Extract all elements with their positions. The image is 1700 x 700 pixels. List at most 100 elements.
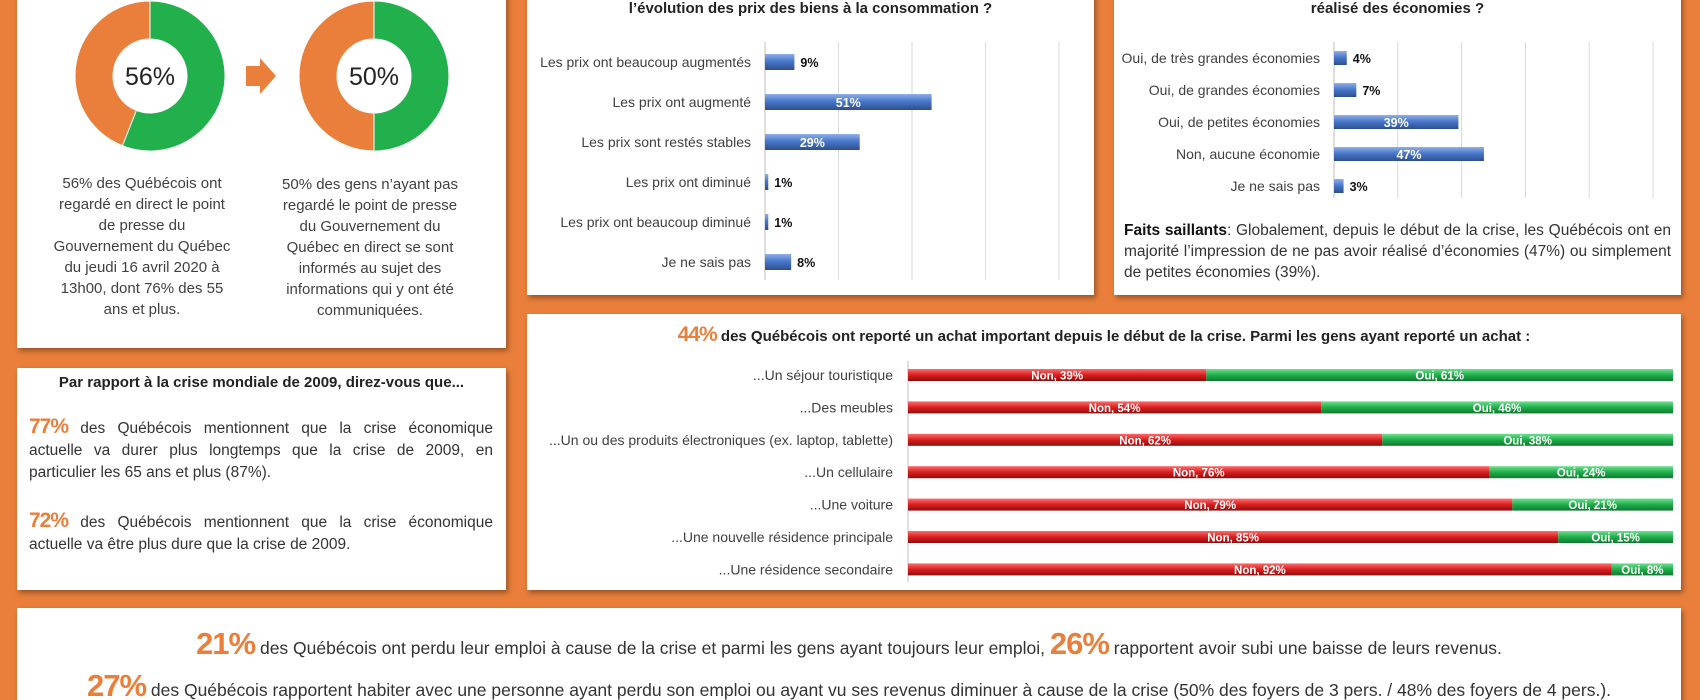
comparison-text-1: des Québécois mentionnent que la crise é… [29, 420, 493, 481]
footer-pct-1: 21% [196, 626, 256, 661]
purchase-data-label: Non, 39% [1031, 371, 1083, 383]
purchase-data-label: Non, 62% [1119, 435, 1171, 447]
footer-panel: 21% des Québécois ont perdu leur emploi … [17, 608, 1681, 700]
prices-data-label: 29% [800, 136, 825, 150]
footer-pct-3: 27% [86, 668, 147, 700]
prices-category-label: Je ne sais pas [662, 254, 752, 270]
purchase-panel: 44% des Québécois ont reporté un achat i… [527, 314, 1681, 590]
purchase-data-label: Non, 54% [1089, 403, 1141, 415]
purchase-bar-oui [1489, 466, 1673, 479]
footer-line-2: 27% des Québécois rapportent habiter ave… [17, 668, 1681, 700]
savings-category-label: Oui, de très grandes économies [1122, 50, 1320, 66]
footer-pct-2: 26% [1049, 626, 1110, 661]
purchase-data-label: Oui, 61% [1415, 371, 1464, 383]
prices-category-label: Les prix ont diminué [626, 174, 752, 190]
arrow-right-icon [246, 58, 276, 94]
comparison-pct-2: 72% [29, 509, 69, 532]
donut-2-green-slice [373, 0, 450, 152]
purchase-data-label: Oui, 24% [1557, 468, 1606, 480]
savings-chart-title: réalisé des économies ? [1310, 0, 1485, 17]
purchase-bar-non [908, 498, 1513, 511]
purchase-title: 44% des Québécois ont reporté un achat i… [527, 323, 1681, 347]
donut-caption-1: 56% des Québécois ont regardé en direct … [53, 175, 231, 318]
purchase-bar-oui [1206, 369, 1673, 381]
purchase-data-label: Oui, 15% [1591, 533, 1640, 545]
savings-category-label: Je ne sais pas [1231, 178, 1321, 194]
purchase-category-label: ...Des meubles [800, 399, 893, 415]
purchase-category-label: ...Un cellulaire [804, 464, 893, 480]
prices-bar [765, 94, 932, 110]
prices-bar [765, 134, 860, 150]
savings-data-label: 47% [1396, 148, 1421, 162]
purchase-category-label: ...Une nouvelle résidence principale [671, 529, 893, 545]
donut-charts: 56% 50% [74, 0, 450, 152]
comparison-item-2: 72% des Québécois mentionnent que la cri… [29, 510, 493, 556]
footer-line-1: 21% des Québécois ont perdu leur emploi … [17, 626, 1681, 662]
savings-bar [1334, 83, 1357, 97]
savings-data-label: 7% [1362, 84, 1380, 98]
savings-data-label: 4% [1353, 52, 1371, 66]
prices-chart-title: l’évolution des prix des biens à la cons… [628, 0, 993, 17]
purchase-bar-oui [1321, 401, 1673, 414]
savings-note: Faits saillants: Globalement, depuis le … [1124, 220, 1671, 283]
purchase-title-pct: 44% [677, 323, 718, 346]
purchase-bar-non [908, 433, 1383, 446]
purchase-stacked-chart: ...Un séjour touristique Non, 39% Oui, 61%… [549, 361, 1673, 582]
savings-category-label: Oui, de petites économies [1158, 114, 1320, 130]
savings-bar [1334, 51, 1347, 65]
comparison-item-1: 77% des Québécois mentionnent que la cri… [29, 416, 493, 484]
purchase-bar-oui [1558, 531, 1673, 543]
purchase-bar-oui [1512, 498, 1673, 511]
prices-bar [765, 214, 769, 230]
donut-caption-2: 50% des gens n’ayant pas regardé le poin… [282, 176, 458, 319]
purchase-bar-oui [1382, 433, 1673, 446]
comparison-text-2: des Québécois mentionnent que la crise é… [29, 514, 493, 553]
prices-data-label: 1% [774, 176, 792, 190]
savings-panel: réalisé des économies ? Oui, de très gra… [1114, 0, 1681, 295]
savings-bar-chart: Oui, de très grandes économies 4% Oui, de … [1122, 42, 1654, 198]
prices-category-label: Les prix ont beaucoup augmentés [540, 54, 751, 70]
purchase-data-label: Oui, 46% [1473, 403, 1522, 415]
prices-panel: l’évolution des prix des biens à la cons… [527, 0, 1094, 295]
purchase-bar-non [908, 401, 1322, 414]
purchase-data-label: Oui, 21% [1568, 500, 1617, 512]
comparison-panel: Par rapport à la crise mondiale de 2009,… [17, 368, 506, 590]
purchase-bar-non [908, 369, 1207, 381]
purchase-bar-non [908, 466, 1490, 479]
savings-note-label: Faits saillants [1124, 222, 1227, 239]
donut-2-label: 50% [349, 63, 399, 91]
savings-data-label: 39% [1384, 116, 1409, 130]
savings-category-label: Non, aucune économie [1176, 146, 1320, 162]
purchase-data-label: Non, 79% [1184, 500, 1236, 512]
donut-1-orange-slice [74, 0, 151, 147]
purchase-data-label: Non, 92% [1234, 565, 1286, 577]
savings-bar [1334, 179, 1344, 193]
donut-1-label: 56% [125, 63, 175, 91]
purchase-data-label: Oui, 38% [1503, 435, 1552, 447]
donut-2-orange-slice [298, 0, 375, 152]
footer-text-1: des Québécois ont perdu leur emploi à ca… [255, 638, 1050, 658]
prices-category-label: Les prix ont beaucoup diminué [560, 214, 751, 230]
comparison-pct-1: 77% [29, 415, 69, 438]
purchase-data-label: Oui, 8% [1621, 565, 1663, 577]
purchase-title-text: des Québécois ont reporté un achat impor… [716, 328, 1531, 345]
donut-panel: 56% 50% 56% des Québécois ont regardé en … [17, 0, 506, 348]
prices-bar [765, 174, 769, 190]
savings-category-label: Oui, de grandes économies [1149, 82, 1320, 98]
purchase-bar-non [908, 531, 1559, 543]
purchase-data-label: Non, 85% [1207, 533, 1259, 545]
purchase-category-label: ...Une résidence secondaire [719, 561, 894, 577]
prices-data-label: 51% [836, 96, 861, 110]
purchase-bar-non [908, 563, 1612, 576]
comparison-title: Par rapport à la crise mondiale de 2009,… [58, 374, 465, 391]
purchase-category-label: ...Un ou des produits électroniques (ex.… [549, 432, 893, 448]
purchase-bar-oui [1611, 563, 1673, 576]
prices-bar [765, 54, 795, 70]
prices-bar-chart: Les prix ont beaucoup augmentés 9% Les pri… [540, 42, 1060, 280]
purchase-category-label: ...Un séjour touristique [753, 367, 893, 383]
prices-data-label: 1% [774, 216, 792, 230]
prices-bar [765, 254, 792, 270]
purchase-data-label: Non, 76% [1173, 468, 1225, 480]
donut-1-green-slice [121, 0, 226, 152]
savings-bar [1334, 115, 1459, 129]
